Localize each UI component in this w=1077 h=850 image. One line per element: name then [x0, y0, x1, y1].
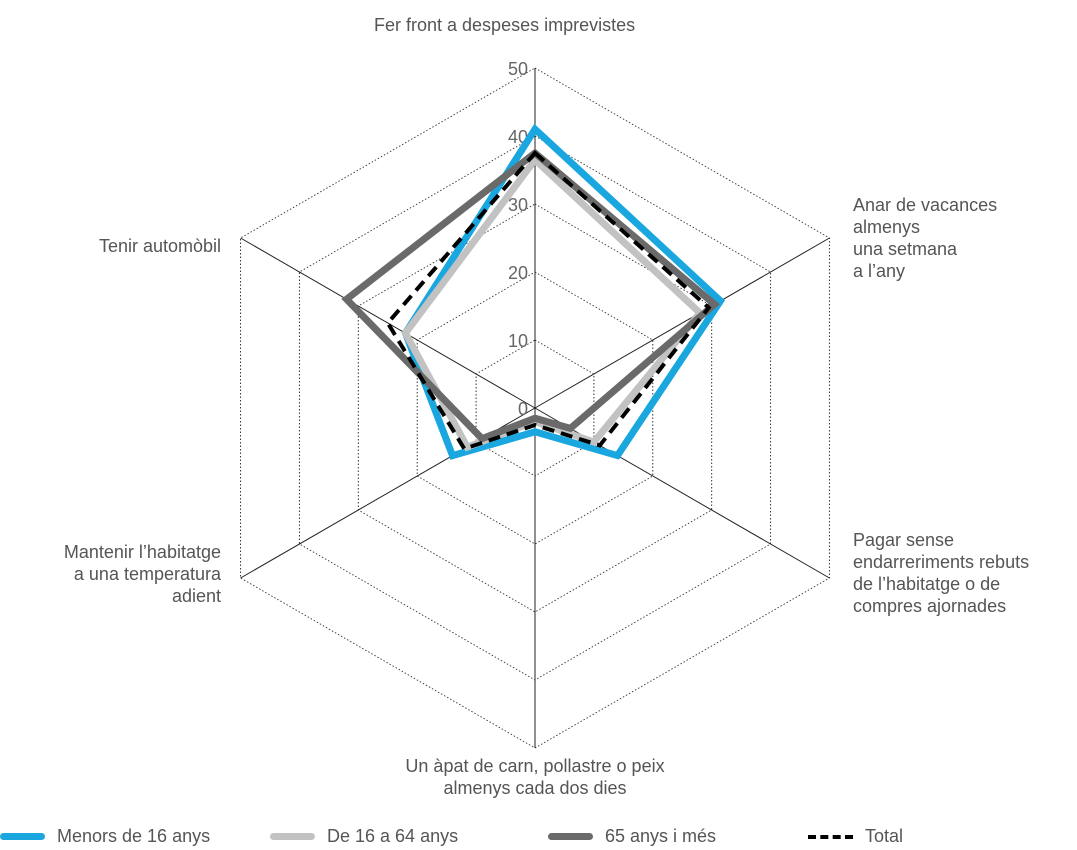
radar-grid [241, 68, 830, 748]
legend: Menors de 16 anys De 16 a 64 anys 65 any… [0, 826, 1077, 850]
legend-swatch-under16 [0, 833, 45, 840]
tick-label-10: 10 [508, 331, 528, 351]
tick-label-0: 0 [518, 399, 528, 419]
legend-label-65plus: 65 anys i més [605, 826, 716, 847]
legend-swatch-16-64 [270, 833, 315, 840]
legend-item-16-64: De 16 a 64 anys [270, 826, 458, 847]
axis-label-temperature: Mantenir l’habitatge a una temperatura a… [64, 541, 221, 607]
legend-label-total: Total [865, 826, 903, 847]
tick-label-20: 20 [508, 263, 528, 283]
axis-label-meat-meal: Un àpat de carn, pollastre o peix almeny… [330, 755, 740, 799]
axis-label-car: Tenir automòbil [99, 235, 221, 257]
legend-label-16-64: De 16 a 64 anys [327, 826, 458, 847]
axis-label-unexpected-expenses: Fer front a despeses imprevistes [374, 14, 635, 36]
tick-label-50: 50 [508, 59, 528, 79]
legend-swatch-65plus [548, 833, 593, 840]
axis-label-holidays: Anar de vacances almenys una setmana a l… [853, 194, 997, 282]
legend-item-total: Total [808, 826, 903, 847]
legend-item-65plus: 65 anys i més [548, 826, 716, 847]
legend-swatch-total [808, 835, 853, 839]
tick-label-30: 30 [508, 195, 528, 215]
axis-label-pay-bills: Pagar sense endarreriments rebuts de l’h… [853, 529, 1029, 617]
legend-item-under16: Menors de 16 anys [0, 826, 210, 847]
legend-label-under16: Menors de 16 anys [57, 826, 210, 847]
